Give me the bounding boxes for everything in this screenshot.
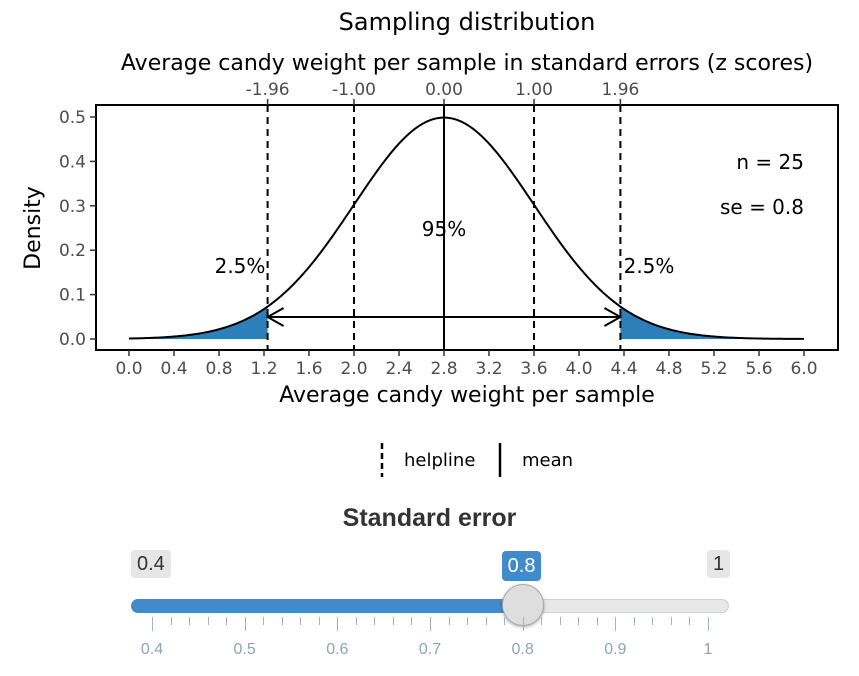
slider-minor-tick	[633, 617, 635, 625]
slider-tick-label: 0.4	[140, 641, 164, 658]
x-tick-label: 4.8	[655, 359, 682, 379]
center-percent-label: 95%	[422, 217, 466, 241]
slider-minor-tick	[207, 617, 209, 625]
shaded-tail-right	[620, 306, 804, 339]
y-tick-label: 0.5	[59, 108, 86, 128]
x-tick-label: 0.0	[115, 359, 142, 379]
slider-major-tick	[152, 617, 153, 631]
x-tick-label: 5.6	[745, 359, 772, 379]
x-tick-label: 4.0	[565, 359, 592, 379]
slider-max-label: 1	[707, 550, 731, 578]
slider-minor-tick	[226, 617, 228, 625]
slider-minor-tick	[670, 617, 672, 625]
slider-tick-label: 0.5	[233, 641, 256, 658]
top-tick-label: -1.00	[332, 80, 376, 100]
n-label: n = 25	[736, 150, 804, 174]
slider-major-tick	[244, 617, 246, 631]
y-axis-label: Density	[21, 186, 46, 270]
legend-label-mean: mean	[522, 450, 573, 471]
se-label: se = 0.8	[720, 195, 804, 219]
x-tick-label: 3.6	[520, 359, 547, 379]
x-tick-label: 5.2	[700, 359, 727, 379]
slider-minor-tick	[170, 617, 172, 625]
slider-minor-tick	[318, 617, 320, 625]
slider-minor-tick	[578, 617, 580, 625]
slider-minor-tick	[467, 617, 469, 625]
panel-border	[95, 104, 839, 351]
x-tick-label: 6.0	[790, 359, 817, 379]
slider-fill-bar	[131, 599, 523, 613]
slider-minor-tick	[392, 617, 394, 625]
density-curve	[128, 116, 805, 340]
slider-minor-tick	[485, 617, 487, 625]
slider-tick-label: 0.7	[418, 641, 442, 658]
slider-minor-tick	[652, 617, 654, 625]
slider-minor-tick	[263, 617, 265, 625]
slider-minor-tick	[448, 617, 450, 625]
y-tick-label: 0.2	[59, 241, 86, 261]
y-tick-label: 0.4	[59, 152, 86, 172]
x-tick-label: 3.2	[475, 359, 502, 379]
legend-label-helpline: helpline	[404, 450, 475, 471]
right-tail-label: 2.5%	[624, 254, 675, 278]
interval-arrow-head-right	[603, 307, 623, 327]
slider-minor-tick	[541, 617, 543, 625]
slider-major-tick	[708, 617, 709, 631]
slider-minor-tick	[300, 617, 302, 625]
y-tick-label: 0.0	[59, 330, 86, 350]
slider-minor-tick	[689, 617, 691, 625]
slider-minor-tick	[355, 617, 357, 625]
slider-major-tick	[430, 617, 431, 631]
slider-major-tick	[337, 617, 339, 631]
top-tick-label: -1.96	[246, 80, 290, 100]
left-tail-label: 2.5%	[215, 254, 266, 278]
slider-minor-tick	[281, 617, 283, 625]
slider-minor-tick	[189, 617, 191, 625]
y-tick-label: 0.3	[59, 197, 86, 217]
slider-major-tick	[615, 617, 617, 631]
legend: helpline mean	[380, 443, 573, 477]
interval-arrow-head-left	[265, 307, 285, 327]
x-tick-label: 2.4	[385, 359, 412, 379]
sampling-distribution-chart: Sampling distribution Average candy weig…	[21, 8, 839, 477]
slider-minor-tick	[374, 617, 376, 625]
x-tick-label: 4.4	[610, 359, 637, 379]
chart-title: Sampling distribution	[339, 8, 596, 36]
slider-tick-label: 1	[703, 641, 713, 658]
slider-tick-label: 0.9	[604, 641, 627, 658]
y-tick-label: 0.1	[59, 286, 86, 306]
slider-tick-label: 0.8	[511, 641, 534, 658]
standard-error-slider: Standard error 0.4 1 0.8 0.4 0.5 0.6 0.7 0.8…	[0, 500, 859, 676]
top-tick-label: 1.96	[601, 80, 639, 100]
slider-minor-tick	[504, 617, 506, 625]
x-tick-label: 0.4	[160, 359, 187, 379]
slider-title: Standard error	[342, 504, 517, 532]
x-tick-label: 1.2	[250, 359, 277, 379]
top-axis-label: Average candy weight per sample in stand…	[121, 51, 813, 76]
x-tick-label: 2.8	[430, 359, 457, 379]
slider-major-tick	[522, 617, 524, 631]
x-tick-label: 1.6	[295, 359, 322, 379]
slider-minor-tick	[559, 617, 561, 625]
top-tick-label: 1.00	[515, 80, 553, 100]
slider-value-label: 0.8	[501, 551, 542, 581]
slider-minor-tick	[596, 617, 598, 625]
slider-minor-tick	[411, 617, 413, 625]
x-tick-label: 0.8	[205, 359, 232, 379]
top-tick-label: 0.00	[425, 80, 463, 100]
slider-tick-label: 0.6	[326, 641, 349, 658]
slider-min-label: 0.4	[131, 550, 171, 578]
plot-area: 0.0 0.4 0.8 1.2 1.6 2.0 2.4 2.8 3.2 3.6 4.0 4.4 4.8 5…	[59, 80, 839, 379]
shaded-tail-left	[129, 306, 268, 339]
x-tick-label: 2.0	[340, 359, 367, 379]
x-axis-label: Average candy weight per sample	[279, 383, 655, 408]
